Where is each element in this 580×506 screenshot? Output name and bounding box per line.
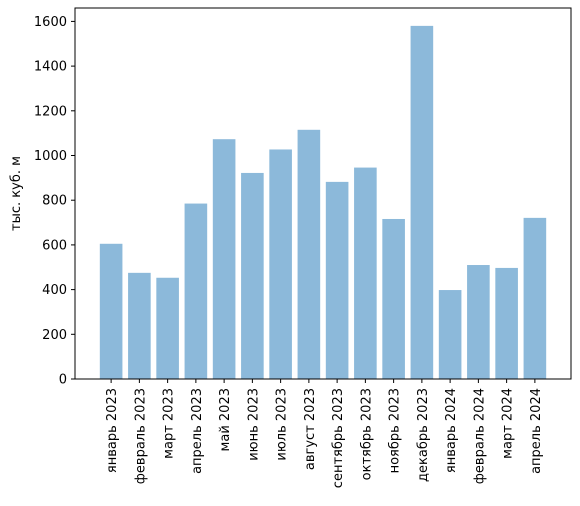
bar-12 (410, 25, 434, 380)
bar-11 (382, 218, 405, 379)
x-tick-label: апрель 2023 (190, 388, 205, 474)
x-ticks: январь 2023 февраль 2023 март 2023 апрель 2… (105, 379, 544, 488)
bar-1 (99, 243, 123, 379)
y-tick-label: 1000 (34, 149, 67, 164)
x-tick-label: январь 2024 (444, 388, 459, 473)
y-tick-label: 400 (42, 283, 67, 298)
x-tick-label: сентябрь 2023 (331, 388, 346, 488)
bar-4 (184, 203, 208, 379)
bar-10 (354, 167, 377, 379)
x-tick-label: июль 2023 (275, 388, 290, 461)
bar-9 (325, 181, 349, 379)
y-tick-label: 1400 (34, 60, 67, 75)
y-axis-label: тыс. куб. м (9, 156, 24, 231)
bar-3 (156, 277, 179, 379)
y-ticks: 0 200 400 600 800 1000 1200 1400 1600 (34, 15, 75, 388)
x-tick-label: февраль 2023 (133, 388, 148, 484)
y-tick-label: 200 (42, 328, 67, 343)
x-tick-label: февраль 2024 (472, 388, 487, 484)
bar-16 (523, 217, 547, 379)
x-tick-label: март 2024 (501, 388, 516, 459)
bar-6 (241, 172, 264, 379)
plot-frame (74, 7, 572, 380)
x-tick-label: октябрь 2023 (359, 388, 374, 480)
bars-layer (99, 25, 547, 380)
x-tick-label: ноябрь 2023 (388, 388, 403, 473)
bar-5 (212, 139, 236, 379)
axes-layer (74, 7, 572, 380)
y-tick-label: 1200 (34, 104, 67, 119)
x-tick-label: август 2023 (303, 388, 318, 470)
y-tick-label: 800 (42, 194, 67, 209)
x-tick-label: март 2023 (162, 388, 177, 459)
bar-13 (438, 290, 462, 379)
bar-14 (467, 265, 490, 379)
bar-8 (297, 129, 321, 379)
x-tick-label: май 2023 (218, 388, 233, 451)
x-tick-label: январь 2023 (105, 388, 120, 473)
bar-2 (128, 272, 151, 379)
bar-15 (495, 267, 518, 379)
x-tick-label: декабрь 2023 (416, 388, 431, 482)
y-tick-label: 0 (59, 373, 67, 388)
x-tick-label: июнь 2023 (246, 388, 261, 461)
y-tick-label: 1600 (34, 15, 67, 30)
x-tick-label: апрель 2024 (529, 388, 544, 474)
bar-7 (269, 149, 292, 379)
y-tick-label: 600 (42, 238, 67, 253)
